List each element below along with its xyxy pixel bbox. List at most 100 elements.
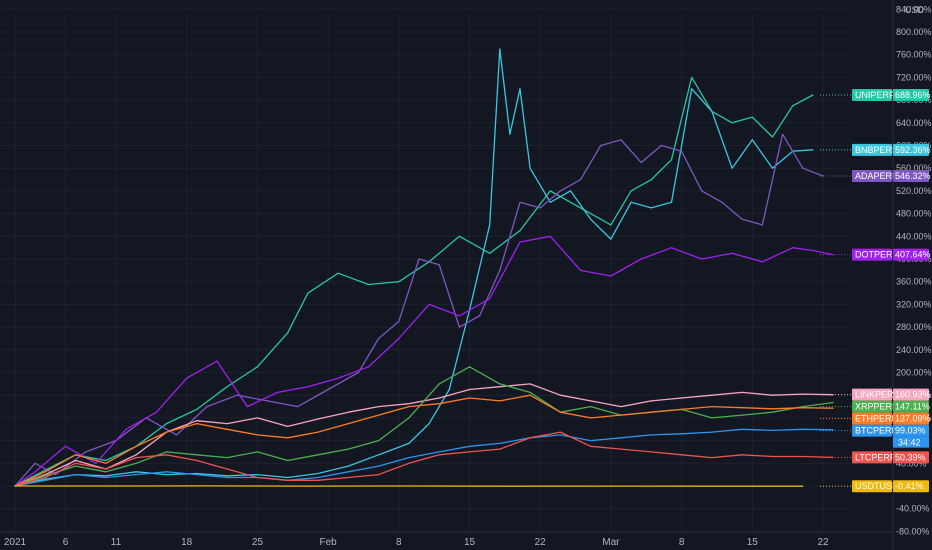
series-value-badge [893, 388, 929, 401]
data-point-ltcperp [287, 479, 289, 481]
data-point-adaperp [236, 394, 238, 396]
data-point-ethperp [741, 407, 743, 409]
series-value-label: 50.39% [895, 452, 926, 462]
series-value-label: 99.03% [895, 426, 926, 436]
data-point-ltcperp [559, 431, 562, 433]
data-point-linkperp [590, 400, 592, 402]
data-point-uniperp [489, 252, 491, 254]
data-point-adaperp [418, 258, 420, 260]
data-point-xrpperp [802, 406, 804, 408]
data-point-xrpperp [590, 406, 592, 408]
data-point-ltcperp [378, 474, 380, 476]
data-point-dotperp [155, 411, 157, 413]
data-point-btcperp [771, 429, 774, 431]
data-point-adaperp [297, 406, 299, 408]
series-name-badge [852, 388, 892, 401]
data-point-ethperp [529, 394, 531, 396]
series-name-label: LINKPERP [855, 390, 900, 400]
series-line-btcperp [14, 428, 834, 487]
data-point-bnbperp [378, 454, 380, 456]
data-point-ltcperp [226, 468, 228, 470]
data-point-xrpperp [135, 462, 137, 464]
series-value-label: 546.32% [895, 171, 931, 181]
x-tick-label: 11 [111, 537, 122, 548]
data-point-dotperp [549, 235, 551, 237]
data-point-dotperp [398, 337, 400, 340]
y-tick-label: 360.00% [896, 277, 932, 287]
data-point-xrpperp [771, 411, 774, 413]
data-point-uniperp [458, 235, 460, 237]
data-point-ltcperp [256, 476, 258, 479]
series-name-label: LTCPERP [855, 452, 896, 462]
data-point-bnbperp [489, 224, 491, 226]
data-point-ethperp [650, 411, 652, 413]
data-point-adaperp [519, 201, 521, 203]
data-point-ltcperp [317, 479, 319, 481]
series-value-badge [893, 412, 929, 425]
data-point-adaperp [85, 451, 87, 453]
data-point-uniperp [226, 386, 228, 388]
data-point-bnbperp [499, 48, 501, 50]
data-point-btcperp [559, 434, 562, 436]
data-point-ethperp [499, 400, 501, 402]
data-point-adaperp [660, 144, 663, 147]
data-point-usdtusd [307, 485, 309, 487]
series-value-label: -0.41% [895, 481, 924, 491]
countdown-label: 34:42 [898, 438, 921, 448]
data-point-bnbperp [287, 476, 289, 479]
data-point-btcperp [165, 471, 168, 473]
data-point-xrpperp [711, 417, 713, 419]
series-value-label: 147.11% [895, 402, 930, 412]
data-point-ethperp [620, 414, 622, 416]
data-point-bnbperp [448, 388, 450, 391]
data-point-uniperp [630, 190, 632, 192]
data-point-adaperp [206, 406, 208, 408]
data-point-ethperp [347, 423, 349, 425]
data-point-ethperp [196, 423, 198, 425]
series-name-label: UNIPERP [855, 90, 895, 100]
data-point-xrpperp [832, 401, 834, 404]
data-point-dotperp [337, 377, 339, 379]
data-point-adaperp [479, 315, 481, 317]
series-name-badge [852, 412, 892, 425]
data-point-ethperp [256, 434, 258, 436]
data-point-dotperp [186, 377, 188, 379]
data-point-ltcperp [711, 457, 713, 459]
x-tick-label: Mar [602, 537, 620, 548]
data-point-dotperp [125, 428, 127, 430]
x-tick-label: Feb [319, 537, 337, 548]
data-point-bnbperp [428, 423, 430, 425]
data-point-xrpperp [499, 383, 501, 385]
x-axis[interactable]: 2021 6 11 18 25 Feb 8 15 22 Mar 8 15 22 [0, 531, 893, 548]
data-point-uniperp [792, 105, 794, 107]
series-name-badge [852, 400, 892, 413]
data-point-dotperp [701, 258, 703, 260]
data-point-ethperp [590, 417, 592, 419]
data-point-linkperp [44, 474, 46, 476]
data-point-usdtusd [711, 485, 713, 487]
data-point-usdtusd [105, 485, 107, 487]
data-point-bnbperp [691, 88, 693, 90]
x-tick-label: 22 [817, 537, 829, 548]
data-point-ethperp [681, 408, 683, 410]
series-value-label: 137.09% [895, 414, 931, 424]
data-point-btcperp [741, 428, 743, 430]
data-point-linkperp [802, 393, 804, 395]
data-point-btcperp [438, 451, 440, 453]
data-point-btcperp [802, 428, 804, 430]
data-point-adaperp [398, 320, 400, 322]
series-name-badge [852, 169, 892, 182]
series-name-badge [852, 424, 892, 437]
y-tick-label: 240.00% [896, 345, 932, 355]
data-point-usdtusd [14, 485, 16, 487]
data-point-bnbperp [196, 472, 198, 475]
data-point-ethperp [378, 414, 380, 416]
series-name-label: ETHPERP [855, 414, 898, 424]
data-point-ethperp [105, 462, 107, 464]
data-point-uniperp [307, 292, 309, 294]
data-point-bnbperp [256, 474, 258, 476]
data-point-xrpperp [196, 454, 198, 456]
data-point-btcperp [226, 476, 228, 479]
data-point-dotperp [216, 360, 218, 362]
